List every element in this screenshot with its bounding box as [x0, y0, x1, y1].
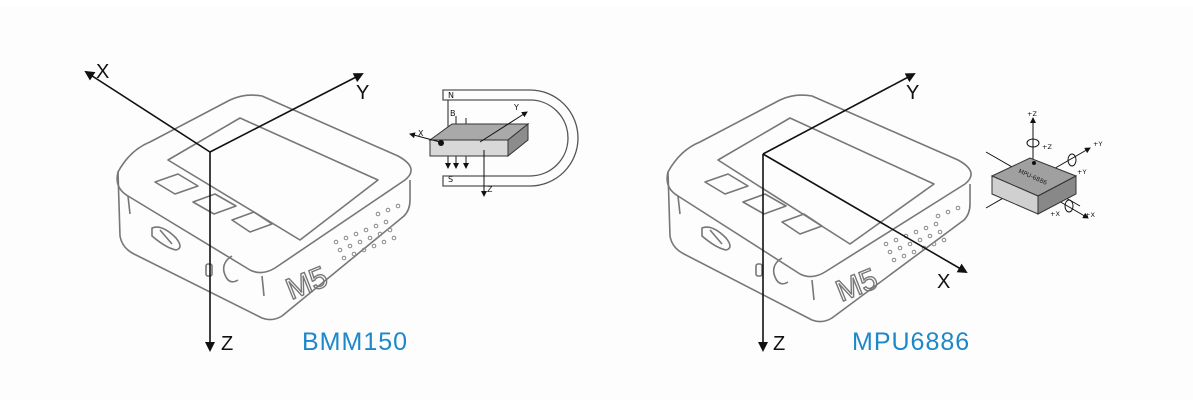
speaker-grille-left	[333, 203, 401, 261]
device-logo-left: M5	[281, 260, 332, 306]
axes-right	[758, 73, 968, 352]
axis-x-left	[84, 70, 211, 153]
axis-label-z-right: Z	[773, 333, 786, 355]
m5-device-right	[666, 94, 972, 323]
inset-label-y: Y	[513, 103, 519, 112]
rotation-arrows	[1026, 138, 1077, 213]
inset-label-z: Z	[487, 185, 493, 194]
axis-label-y-left: Y	[356, 82, 370, 104]
axes-left	[84, 70, 364, 352]
caption-bmm150: BMM150	[302, 328, 409, 356]
device-logo-right: M5	[831, 262, 882, 308]
axis-x-right	[762, 153, 968, 274]
bmm150-inset-axes	[409, 111, 528, 197]
inset-label-n: N	[448, 91, 454, 100]
inset-label-b: B	[450, 109, 456, 118]
inset-label-s: S	[448, 175, 453, 184]
mpu6886-inset-labels: +Z +Z +Y +Y +X +X	[1027, 110, 1102, 219]
m5-device-left	[116, 94, 412, 321]
axis-label-z-left: Z	[221, 333, 234, 355]
axis-y-left	[209, 73, 364, 153]
axis-label-x-right: X	[937, 271, 951, 293]
inset-label-pz2: +Z	[1042, 143, 1052, 151]
inset-label-px: +X	[1050, 210, 1060, 218]
bmm150-chip	[428, 122, 530, 158]
axis-label-x-left: X	[96, 61, 110, 83]
caption-mpu6886: MPU6886	[852, 328, 971, 356]
bmm150-inset-labels: N B S X Y Z	[418, 91, 519, 194]
inset-label-x: X	[418, 129, 424, 138]
inset-label-pz: +Z	[1027, 110, 1037, 118]
inset-label-py: +Y	[1093, 140, 1102, 148]
speaker-grille-right	[883, 205, 961, 263]
axis-y-right	[762, 73, 916, 155]
mpu6886-chip	[990, 157, 1078, 215]
inset-label-px2: +X	[1085, 211, 1095, 219]
inset-label-py2: +Y	[1077, 168, 1086, 176]
axis-label-y-right: Y	[906, 82, 920, 104]
